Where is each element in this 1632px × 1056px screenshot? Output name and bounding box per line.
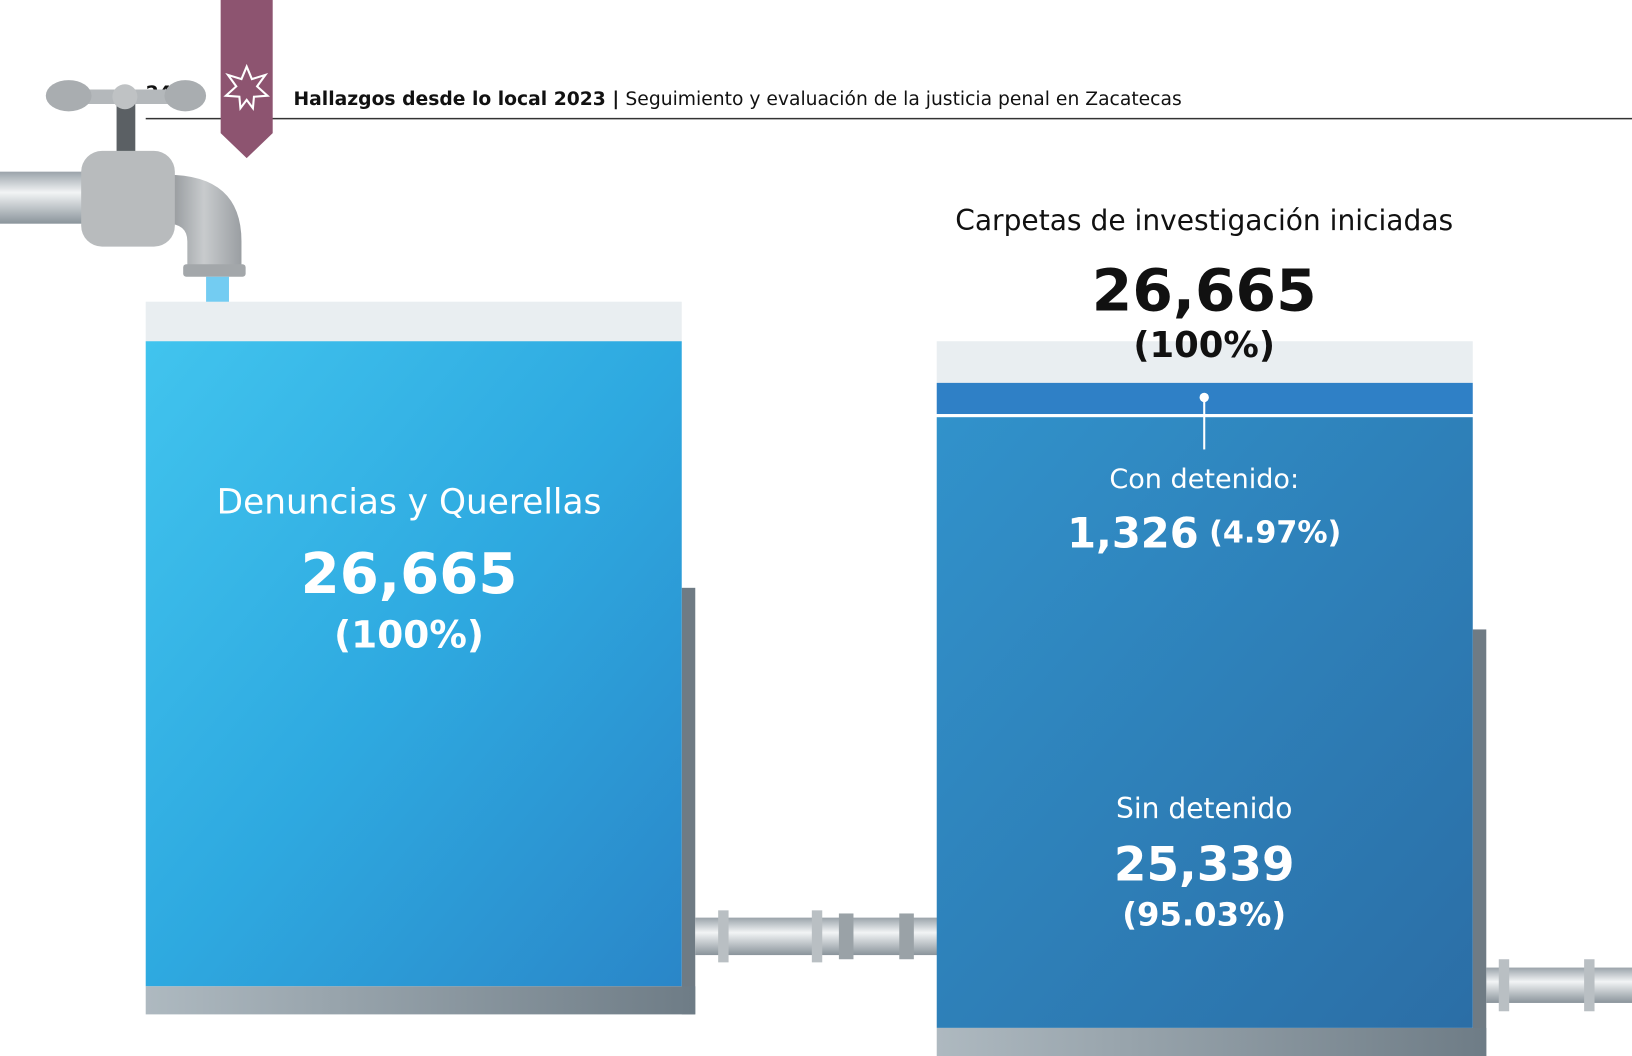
stage-label: Carpetas de investigación iniciadas: [955, 204, 1453, 237]
breakdown-value: 25,339: [1114, 839, 1295, 893]
report-subtitle: Seguimiento y evaluación de la justicia …: [625, 88, 1181, 109]
stage-label: Denuncias y Querellas: [217, 483, 602, 523]
breakdown-value: 1,326: [1067, 508, 1199, 557]
infographic: 24 Hallazgos desde lo local 2023 |Seguim…: [0, 0, 1632, 1056]
stage-percent: (100%): [1133, 325, 1275, 366]
stage-percent: (100%): [334, 613, 484, 657]
tank-carpetas: [937, 341, 1487, 1056]
breakdown-label: Sin detenido: [1116, 792, 1292, 825]
ribbon: [221, 0, 273, 158]
header-text: Hallazgos desde lo local 2023 |Seguimien…: [294, 88, 1182, 109]
stage-value: 26,665: [1092, 256, 1317, 324]
breakdown-label: Con detenido:: [1109, 464, 1299, 495]
breakdown-percent: (95.03%): [1122, 896, 1286, 934]
report-title: Hallazgos desde lo local 2023 |: [294, 88, 620, 109]
tank-denuncias: [146, 302, 696, 1015]
breakdown-percent: (4.97%): [1209, 515, 1341, 550]
stage-value: 26,665: [301, 542, 518, 607]
page: {"header": {"page_number": "24", "report…: [0, 0, 1632, 1056]
